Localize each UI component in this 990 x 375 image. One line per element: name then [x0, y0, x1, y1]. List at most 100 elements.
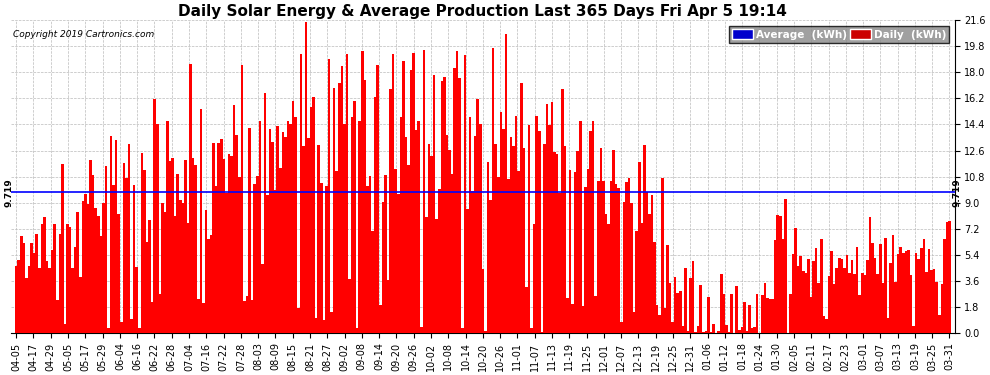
- Bar: [331, 312, 333, 333]
- Bar: [415, 130, 418, 333]
- Bar: [36, 234, 38, 333]
- Bar: [674, 276, 676, 333]
- Bar: [815, 248, 818, 333]
- Bar: [441, 81, 444, 333]
- Bar: [125, 178, 128, 333]
- Bar: [466, 209, 468, 333]
- Bar: [487, 162, 489, 333]
- Bar: [120, 322, 123, 333]
- Bar: [276, 126, 279, 333]
- Bar: [31, 243, 33, 333]
- Bar: [607, 224, 610, 333]
- Bar: [948, 221, 950, 333]
- Bar: [92, 176, 94, 333]
- Bar: [225, 193, 228, 333]
- Bar: [168, 161, 171, 333]
- Bar: [556, 154, 558, 333]
- Bar: [231, 156, 233, 333]
- Bar: [897, 254, 900, 333]
- Bar: [594, 296, 597, 333]
- Bar: [361, 51, 363, 333]
- Bar: [581, 306, 584, 333]
- Bar: [341, 66, 344, 333]
- Bar: [828, 276, 831, 333]
- Bar: [610, 181, 613, 333]
- Bar: [515, 116, 518, 333]
- Bar: [300, 54, 302, 333]
- Bar: [371, 231, 374, 333]
- Bar: [400, 117, 402, 333]
- Bar: [244, 302, 246, 333]
- Bar: [384, 175, 387, 333]
- Bar: [918, 259, 920, 333]
- Bar: [587, 170, 589, 333]
- Bar: [461, 328, 463, 333]
- Bar: [648, 214, 650, 333]
- Bar: [774, 240, 776, 333]
- Bar: [843, 268, 845, 333]
- Bar: [756, 294, 758, 333]
- Bar: [545, 104, 548, 333]
- Bar: [38, 268, 41, 333]
- Bar: [853, 274, 856, 333]
- Bar: [379, 305, 381, 333]
- Bar: [676, 293, 679, 333]
- Bar: [418, 122, 420, 333]
- Bar: [192, 158, 194, 333]
- Bar: [153, 99, 156, 333]
- Bar: [15, 266, 18, 333]
- Bar: [750, 328, 753, 333]
- Bar: [928, 249, 931, 333]
- Bar: [825, 319, 828, 333]
- Bar: [697, 326, 700, 333]
- Bar: [579, 120, 581, 333]
- Bar: [297, 308, 300, 333]
- Bar: [49, 268, 50, 333]
- Bar: [523, 148, 525, 333]
- Bar: [179, 200, 181, 333]
- Bar: [431, 156, 433, 333]
- Bar: [397, 194, 400, 333]
- Bar: [89, 160, 92, 333]
- Bar: [66, 224, 68, 333]
- Bar: [436, 219, 438, 333]
- Bar: [745, 330, 748, 333]
- Bar: [476, 99, 479, 333]
- Bar: [197, 298, 200, 333]
- Bar: [558, 194, 561, 333]
- Bar: [687, 331, 689, 333]
- Bar: [500, 112, 502, 333]
- Bar: [831, 251, 833, 333]
- Bar: [571, 304, 574, 333]
- Bar: [58, 234, 61, 333]
- Bar: [353, 101, 356, 333]
- Bar: [538, 131, 541, 333]
- Bar: [53, 224, 56, 333]
- Bar: [112, 185, 115, 333]
- Title: Daily Solar Energy & Average Production Last 365 Days Fri Apr 5 19:14: Daily Solar Energy & Average Production …: [178, 4, 787, 19]
- Bar: [148, 220, 150, 333]
- Bar: [328, 59, 331, 333]
- Bar: [307, 138, 310, 333]
- Bar: [97, 216, 100, 333]
- Legend: Average  (kWh), Daily  (kWh): Average (kWh), Daily (kWh): [729, 26, 949, 43]
- Bar: [102, 202, 105, 333]
- Text: Copyright 2019 Cartronics.com: Copyright 2019 Cartronics.com: [13, 30, 154, 39]
- Bar: [350, 117, 353, 333]
- Text: 9.719: 9.719: [5, 178, 14, 207]
- Bar: [705, 331, 707, 333]
- Bar: [907, 250, 910, 333]
- Bar: [887, 318, 889, 333]
- Bar: [446, 135, 448, 333]
- Bar: [761, 295, 763, 333]
- Bar: [315, 318, 318, 333]
- Bar: [694, 332, 697, 333]
- Bar: [731, 294, 733, 333]
- Bar: [374, 97, 376, 333]
- Bar: [194, 165, 197, 333]
- Bar: [363, 80, 366, 333]
- Bar: [174, 216, 176, 333]
- Bar: [810, 297, 813, 333]
- Bar: [271, 142, 274, 333]
- Bar: [220, 139, 223, 333]
